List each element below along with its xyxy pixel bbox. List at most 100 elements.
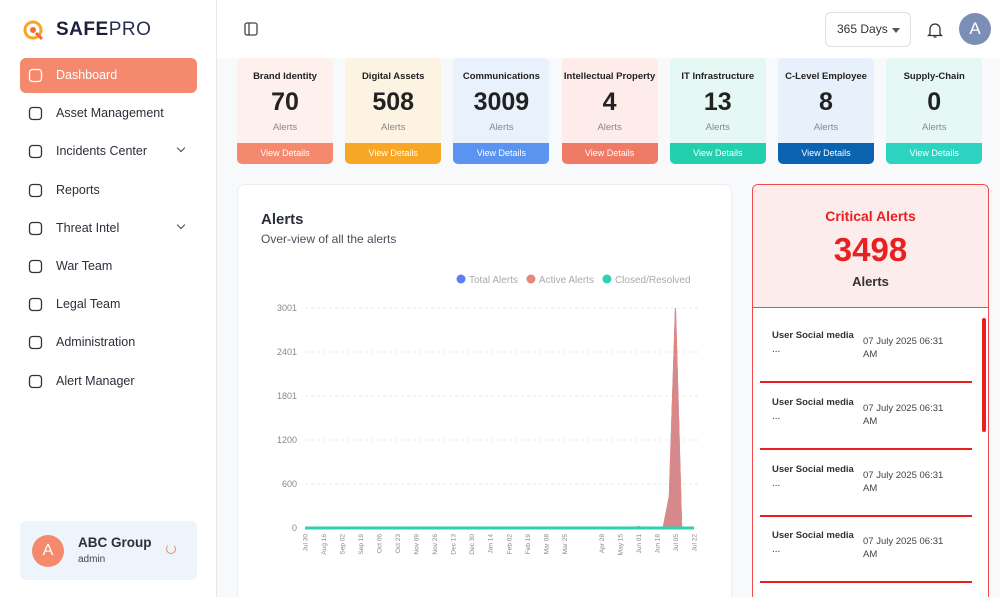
nav-item[interactable]: War Team [20, 249, 197, 284]
nav-icon [28, 221, 43, 235]
icon-shape [28, 107, 43, 121]
alert-name[interactable]: User Social media [772, 463, 854, 475]
x-tick-label: Aug 16 [321, 534, 328, 555]
x-tick-label: Jul 05 [673, 534, 680, 552]
logo-icon [23, 20, 44, 41]
nav-label: Threat Intel [56, 220, 120, 235]
user-name: ABC Group [78, 535, 152, 550]
chart: 0 600 1200 1801 2401 3001 Jul 30 Aug 16 Sep 02 Se… [277, 274, 699, 556]
card-value: 3009 [473, 88, 530, 116]
x-tick-label: Jul 22 [692, 534, 699, 552]
chart-title: Alerts [261, 211, 304, 228]
user-role: admin [78, 554, 106, 565]
scrollbar[interactable] [982, 318, 986, 432]
icon-shape [28, 374, 43, 388]
card-button[interactable]: View Details [345, 143, 442, 164]
nav-item[interactable]: Reports [20, 173, 197, 208]
x-tick-label: Dec 30 [469, 534, 476, 555]
card-unit: Alerts [597, 122, 622, 133]
legend-label: Total Alerts [469, 275, 518, 286]
nav-item[interactable]: Administration [20, 325, 197, 360]
nav-icon [28, 145, 43, 159]
stat-card: C-Level Employee 8 Alerts View Details [778, 58, 874, 164]
y-tick-label: 3001 [277, 303, 297, 313]
range-select[interactable]: 365 Days [825, 12, 911, 47]
card-button[interactable]: View Details [453, 143, 550, 164]
card-button[interactable]: View Details [669, 143, 766, 164]
y-tick-label: 2401 [277, 347, 297, 357]
nav-label: Incidents Center [56, 144, 148, 159]
icon-shape [28, 183, 43, 197]
stat-card: Supply-Chain 0 Alerts View Details [886, 58, 983, 164]
critical-header: Critical Alerts 3498 Alerts [753, 185, 988, 308]
card-title: Supply-Chain [903, 71, 965, 82]
nav-item[interactable]: Legal Team [20, 287, 197, 322]
nav-icon [28, 183, 43, 197]
nav-icon [28, 259, 43, 274]
x-tick-label: Oct 23 [395, 534, 402, 554]
x-tick-label: May 15 [617, 534, 624, 556]
alert-time: 07 July 2025 06:31 AM [863, 469, 944, 494]
nav-item[interactable]: Asset Management [20, 96, 197, 131]
card-title: Brand Identity [253, 71, 317, 82]
nav-item[interactable]: Threat Intel [20, 211, 197, 246]
nav-item[interactable]: Incidents Center [20, 134, 197, 169]
nav-label: Dashboard [56, 68, 118, 82]
x-tick-label: Jul 30 [303, 534, 310, 552]
legend-marker [526, 274, 536, 284]
logout[interactable] [166, 544, 176, 554]
card-unit: Alerts [272, 122, 298, 133]
card-title: Digital Assets [361, 71, 425, 82]
card-button[interactable]: View Details [561, 143, 658, 164]
stat-card: Communications 3009 Alerts View Details [453, 58, 550, 164]
card-title: Intellectual Property [563, 71, 656, 82]
card-value: 4 [602, 88, 617, 116]
x-tick-label: Jun 18 [654, 534, 661, 554]
nav-item[interactable]: Dashboard [20, 58, 197, 93]
range-label: 365 Days [837, 22, 888, 36]
x-tick-label: Apr 28 [599, 534, 606, 554]
card-title: Communications [462, 71, 540, 82]
sidebar: SAFEPRO Dashboard Asset Management Inciden… [0, 0, 217, 597]
x-tick-label: Sep 19 [358, 534, 365, 555]
card-value: 70 [271, 88, 299, 116]
collapse-icon[interactable] [244, 22, 258, 36]
legend-marker [456, 274, 466, 284]
stat-card: Brand Identity 70 Alerts View Details [237, 58, 333, 164]
card-button[interactable]: View Details [778, 143, 874, 164]
x-tick-label: Nov 26 [432, 534, 439, 555]
nav-label: Administration [56, 335, 136, 350]
bell-icon[interactable] [927, 21, 943, 39]
x-tick-label: Mar 25 [562, 534, 569, 555]
avatar[interactable]: A [959, 13, 991, 45]
x-tick-label: Feb 02 [506, 534, 513, 555]
nav-label: Reports [56, 182, 100, 197]
x-tick-label: Sep 02 [340, 534, 347, 555]
card-button[interactable]: View Details [886, 143, 983, 164]
alert-time: 07 July 2025 06:31 AM [863, 536, 944, 561]
card-unit: Alerts [813, 122, 839, 133]
alert-more: ... [772, 544, 781, 556]
alert-name[interactable]: User Social media [772, 330, 854, 341]
alert-time: 07 July 2025 06:31 AM [863, 336, 944, 360]
nav-icon [28, 68, 43, 83]
alert-more: ... [772, 477, 781, 489]
brand: SAFEPRO [56, 19, 151, 41]
y-tick-label: 1200 [277, 435, 297, 445]
alert-name[interactable]: User Social media [772, 396, 854, 408]
alert-name[interactable]: User Social media [772, 530, 854, 542]
icon-shape [28, 336, 43, 350]
series-area [305, 307, 694, 529]
alert-divider [760, 381, 972, 383]
nav-icon [28, 336, 43, 350]
alert-more: ... [772, 344, 781, 355]
topbar: 365 Days A [217, 0, 1000, 58]
card-button[interactable]: View Details [237, 143, 333, 164]
nav-item[interactable]: Alert Manager [20, 364, 197, 399]
alert-time: 07 July 2025 06:31 AM [863, 402, 944, 427]
critical-title: Critical Alerts [825, 208, 916, 224]
card-title: C-Level Employee [785, 71, 867, 82]
card-value: 0 [927, 88, 942, 116]
brand-b: PRO [108, 19, 152, 40]
critical-unit: Alerts [852, 274, 889, 289]
